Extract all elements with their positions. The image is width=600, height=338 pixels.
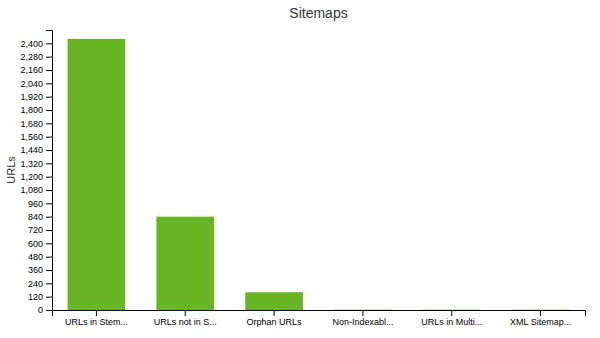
y-tick-mark — [46, 257, 52, 258]
y-tick-mark — [46, 123, 52, 124]
bars — [68, 39, 570, 310]
y-tick-label: 960 — [28, 199, 43, 209]
y-tick-label: 600 — [28, 239, 43, 249]
bar — [68, 39, 126, 310]
y-tick-mark — [46, 297, 52, 298]
x-tick: URLs in Stem... — [65, 310, 128, 327]
y-tick-mark — [46, 203, 52, 204]
y-tick-mark — [46, 310, 52, 311]
y-tick-label: 1,440 — [20, 145, 43, 155]
y-tick: 120 — [28, 292, 52, 302]
chart: 0 120 240 360 480 600 720 840 960 1,080 1,200 1,320… — [0, 0, 600, 338]
y-tick: 720 — [28, 225, 52, 235]
y-tick: 1,800 — [20, 105, 52, 115]
y-tick-label: 1,800 — [20, 105, 43, 115]
x-tick: Non-Indexabl... — [332, 310, 393, 327]
y-tick: 2,160 — [20, 65, 52, 75]
y-tick-mark — [46, 83, 52, 84]
y-tick: 1,560 — [20, 132, 52, 142]
x-tick: XML Sitemap... — [510, 310, 571, 327]
y-tick-label: 1,200 — [20, 172, 43, 182]
y-tick: 1,320 — [20, 159, 52, 169]
y-tick-label: 1,320 — [20, 159, 43, 169]
y-tick-mark — [46, 70, 52, 71]
y-tick-label: 2,400 — [20, 39, 43, 49]
x-tick-mark — [274, 310, 275, 316]
y-tick: 0 — [38, 305, 52, 315]
y-tick-label: 1,920 — [20, 92, 43, 102]
y-tick: 480 — [28, 252, 52, 262]
title: Sitemaps — [289, 5, 347, 21]
y-tick-mark — [46, 217, 52, 218]
y-tick: 1,920 — [20, 92, 52, 102]
y-tick: 240 — [28, 279, 52, 289]
y-tick: 600 — [28, 239, 52, 249]
y-tick-label: 1,560 — [20, 132, 43, 142]
y-axis-line — [46, 31, 53, 311]
y-tick: 960 — [28, 199, 52, 209]
x-tick-label: URLs in Stem... — [65, 317, 128, 327]
x-tick-label: XML Sitemap... — [510, 317, 571, 327]
y-tick-label: 2,160 — [20, 65, 43, 75]
y-tick-label: 2,280 — [20, 52, 43, 62]
y-axis-title: URLs — [5, 156, 17, 184]
x-tick-label: URLs in Multi... — [421, 317, 482, 327]
y-tick: 1,200 — [20, 172, 52, 182]
y-tick-label: 0 — [38, 305, 43, 315]
y-tick: 840 — [28, 212, 52, 222]
x-axis-line — [53, 311, 586, 317]
y-tick-mark — [46, 137, 52, 138]
y-tick-mark — [46, 283, 52, 284]
x-tick-label: URLs not in S... — [154, 317, 217, 327]
y-tick-mark — [46, 97, 52, 98]
y-tick-mark — [46, 230, 52, 231]
x-tick-mark — [185, 310, 186, 316]
bar — [423, 309, 481, 310]
x-tick: URLs not in S... — [154, 310, 217, 327]
x-axis: URLs in Stem... URLs not in S... Orphan UR… — [53, 310, 586, 327]
y-tick-mark — [46, 110, 52, 111]
y-tick-label: 840 — [28, 212, 43, 222]
x-tick: Orphan URLs — [247, 310, 303, 327]
y-tick: 2,040 — [20, 79, 52, 89]
bar — [156, 217, 214, 310]
y-tick-label: 1,680 — [20, 119, 43, 129]
y-tick-mark — [46, 243, 52, 244]
y-tick-mark — [46, 177, 52, 178]
y-tick: 2,280 — [20, 52, 52, 62]
y-tick-label: 120 — [28, 292, 43, 302]
y-tick-label: 480 — [28, 252, 43, 262]
y-tick-mark — [46, 43, 52, 44]
y-tick: 1,440 — [20, 145, 52, 155]
y-tick: 1,680 — [20, 119, 52, 129]
y-tick-mark — [46, 190, 52, 191]
bar — [245, 292, 303, 310]
y-tick-mark — [46, 270, 52, 271]
x-tick-label: Non-Indexabl... — [332, 317, 393, 327]
bar — [334, 309, 392, 310]
x-tick-mark — [540, 310, 541, 316]
x-tick: URLs in Multi... — [421, 310, 482, 327]
y-tick-mark — [46, 163, 52, 164]
x-tick-mark — [451, 310, 452, 316]
y-tick: 360 — [28, 265, 52, 275]
y-tick-label: 360 — [28, 265, 43, 275]
y-axis: 0 120 240 360 480 600 720 840 960 1,080 1,200 1,320… — [20, 31, 52, 316]
x-tick-label: Orphan URLs — [247, 317, 303, 327]
y-tick-label: 2,040 — [20, 79, 43, 89]
y-tick-label: 1,080 — [20, 185, 43, 195]
y-tick: 2,400 — [20, 39, 52, 49]
y-tick-mark — [46, 57, 52, 58]
y-tick-label: 720 — [28, 225, 43, 235]
y-tick: 1,080 — [20, 185, 52, 195]
x-tick-mark — [96, 310, 97, 316]
bar — [512, 309, 570, 310]
y-tick-label: 240 — [28, 279, 43, 289]
plot: 0 120 240 360 480 600 720 840 960 1,080 1,200 1,320… — [20, 31, 585, 328]
y-tick-mark — [46, 150, 52, 151]
x-tick-mark — [362, 310, 363, 316]
